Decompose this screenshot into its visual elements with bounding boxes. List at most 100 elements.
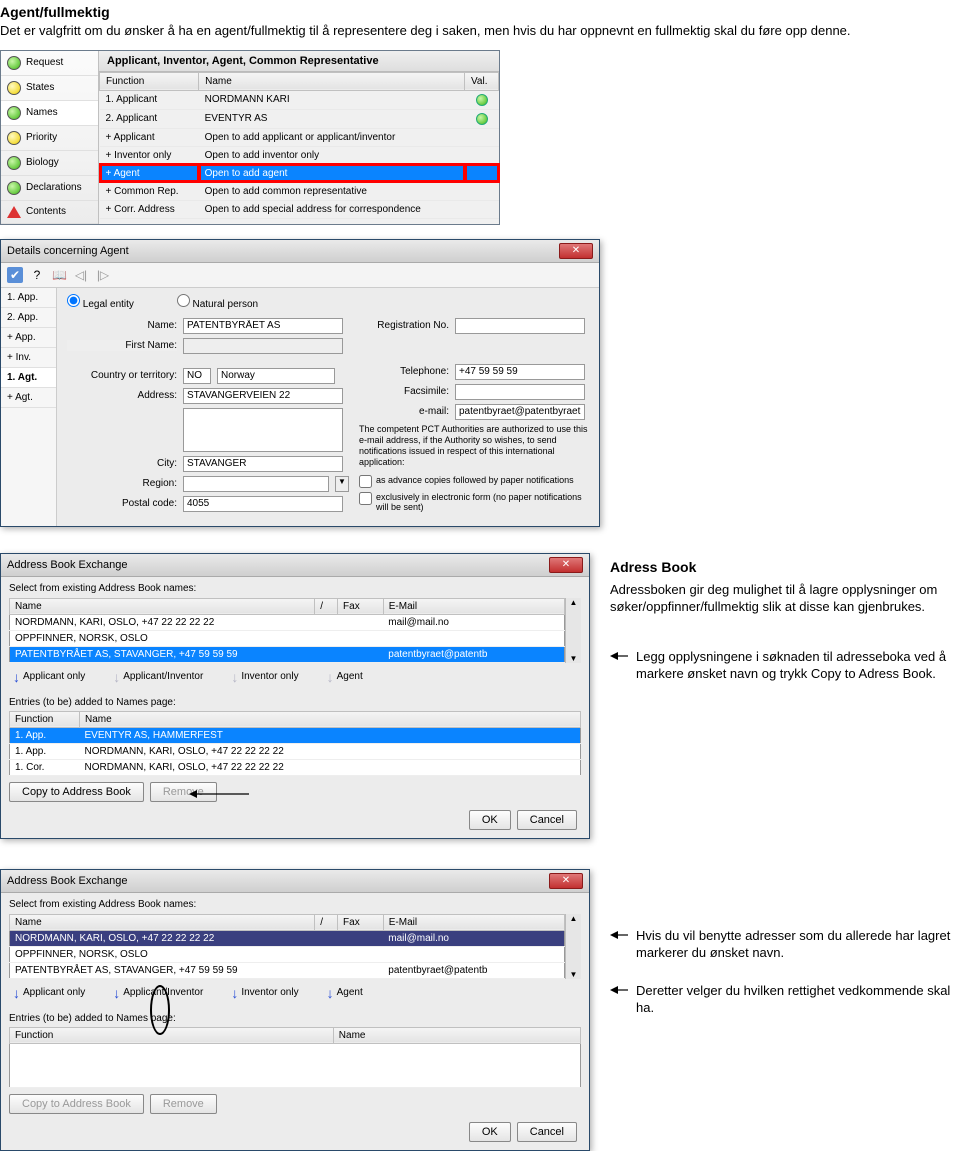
role-arrow[interactable]: ↓Inventor only — [231, 669, 298, 685]
legal-entity-radio[interactable]: Legal entity — [67, 299, 134, 310]
annot1: Legg opplysningene i søknaden til adress… — [636, 646, 960, 683]
sidebar-item-names[interactable]: Names — [1, 101, 98, 126]
country-input[interactable] — [217, 368, 335, 384]
status-icon — [7, 206, 21, 218]
arrow-icon — [610, 980, 628, 1000]
ok-button[interactable]: OK — [469, 810, 511, 830]
role-arrow[interactable]: ↓Agent — [327, 669, 363, 685]
region-label: Region: — [67, 478, 177, 489]
firstname-input — [183, 338, 343, 354]
table-row[interactable]: 2. ApplicantEVENTYR AS — [100, 109, 499, 128]
scroll-bar[interactable]: ▲▼ — [565, 598, 581, 663]
name-label: Name: — [67, 320, 177, 331]
role-arrow[interactable]: ↓Applicant only — [13, 985, 85, 1001]
firstname-label: First Name: — [67, 340, 177, 351]
remove-button-2[interactable]: Remove — [150, 1094, 217, 1114]
list-item[interactable]: NORDMANN, KARI, OSLO, +47 22 22 22 22mai… — [10, 930, 565, 946]
arrow-annotation — [189, 784, 249, 804]
copy-button[interactable]: Copy to Address Book — [9, 782, 144, 802]
scroll-bar[interactable]: ▲▼ — [565, 914, 581, 979]
abx-select-label: Select from existing Address Book names: — [9, 583, 581, 594]
addr-input[interactable] — [183, 388, 343, 404]
status-icon — [7, 181, 21, 195]
intro-body: Det er valgfritt om du ønsker å ha en ag… — [0, 22, 960, 40]
country-code-input[interactable] — [183, 368, 211, 384]
list-item[interactable]: 1. App.EVENTYR AS, HAMMERFEST — [10, 727, 581, 743]
detail-tab[interactable]: + App. — [1, 328, 56, 348]
postal-input[interactable] — [183, 496, 343, 512]
sidebar-item-contents[interactable]: Contents — [1, 201, 98, 224]
status-icon — [7, 106, 21, 120]
fax-label: Facsimile: — [359, 386, 449, 397]
table-row[interactable]: + AgentOpen to add agent — [100, 164, 499, 182]
sidebar-item-states[interactable]: States — [1, 76, 98, 101]
prev-icon[interactable]: ◁| — [73, 267, 89, 283]
close-icon[interactable]: ✕ — [549, 873, 583, 889]
detail-tab[interactable]: 1. Agt. — [1, 368, 56, 388]
role-arrows-2: ↓Applicant only ↓Applicant/Inventor ↓Inven… — [9, 979, 581, 1007]
role-arrow[interactable]: ↓Applicant only — [13, 669, 85, 685]
tel-label: Telephone: — [359, 366, 449, 377]
tel-input[interactable] — [455, 364, 585, 380]
details-toolbar: ✔ ? 📖 ◁| |▷ — [1, 263, 599, 288]
addr2-input[interactable] — [183, 408, 343, 452]
detail-tab[interactable]: + Agt. — [1, 388, 56, 408]
sidebar-item-request[interactable]: Request — [1, 51, 98, 76]
city-input[interactable] — [183, 456, 343, 472]
detail-tab[interactable]: 2. App. — [1, 308, 56, 328]
table-row[interactable]: + Inventor onlyOpen to add inventor only — [100, 146, 499, 164]
help-icon[interactable]: ? — [29, 267, 45, 283]
role-arrow[interactable]: ↓Agent — [327, 985, 363, 1001]
cancel-button-2[interactable]: Cancel — [517, 1122, 577, 1142]
cb-advance[interactable] — [359, 475, 372, 488]
postal-label: Postal code: — [67, 498, 177, 509]
list-item[interactable]: OPPFINNER, NORSK, OSLO — [10, 630, 565, 646]
ok-button-2[interactable]: OK — [469, 1122, 511, 1142]
table-row[interactable]: + Corr. AddressOpen to add special addre… — [100, 200, 499, 218]
close-icon[interactable]: ✕ — [549, 557, 583, 573]
close-icon[interactable]: ✕ — [559, 243, 593, 259]
list-item[interactable]: 1. Cor.NORDMANN, KARI, OSLO, +47 22 22 2… — [10, 759, 581, 775]
fax-input[interactable] — [455, 384, 585, 400]
detail-tab[interactable]: + Inv. — [1, 348, 56, 368]
table-row[interactable]: 1. ApplicantNORDMANN KARI — [100, 90, 499, 109]
copy-button-2[interactable]: Copy to Address Book — [9, 1094, 144, 1114]
region-input[interactable] — [183, 476, 329, 492]
detail-tab[interactable]: 1. App. — [1, 288, 56, 308]
role-arrows: ↓Applicant only ↓Applicant/Inventor ↓Inven… — [9, 663, 581, 691]
sidebar-item-declarations[interactable]: Declarations — [1, 176, 98, 201]
natural-person-radio[interactable]: Natural person — [177, 299, 258, 310]
list-item[interactable]: PATENTBYRÅET AS, STAVANGER, +47 59 59 59… — [10, 962, 565, 978]
email-input[interactable] — [455, 404, 585, 420]
list-item[interactable]: PATENTBYRÅET AS, STAVANGER, +47 59 59 59… — [10, 646, 565, 662]
sidebar-item-biology[interactable]: Biology — [1, 151, 98, 176]
sidebar-item-priority[interactable]: Priority — [1, 126, 98, 151]
role-arrow[interactable]: ↓Inventor only — [231, 985, 298, 1001]
check-icon[interactable]: ✔ — [7, 267, 23, 283]
name-input[interactable] — [183, 318, 343, 334]
abx-table-2: Name/FaxE-Mail NORDMANN, KARI, OSLO, +47… — [9, 914, 565, 979]
details-title: Details concerning Agent — [7, 245, 129, 257]
list-item[interactable]: NORDMANN, KARI, OSLO, +47 22 22 22 22mai… — [10, 614, 565, 630]
next-icon[interactable]: |▷ — [95, 267, 111, 283]
cancel-button[interactable]: Cancel — [517, 810, 577, 830]
table-row[interactable]: + ApplicantOpen to add applicant or appl… — [100, 128, 499, 146]
detail-tabs: 1. App.2. App.+ App.+ Inv.1. Agt.+ Agt. — [1, 288, 57, 526]
regno-label: Registration No. — [359, 320, 449, 331]
table-row[interactable]: + Common Rep.Open to add common represen… — [100, 182, 499, 200]
entries-table-2: FunctionName — [9, 1027, 581, 1088]
role-arrow[interactable]: ↓Applicant/Inventor — [113, 669, 203, 685]
cb-electronic[interactable] — [359, 492, 372, 505]
abx-intro-text: Adressboken gir deg mulighet til å lagre… — [610, 579, 960, 616]
list-item[interactable]: OPPFINNER, NORSK, OSLO — [10, 946, 565, 962]
role-arrow[interactable]: ↓Applicant/Inventor — [113, 985, 203, 1001]
abx-title: Address Book Exchange — [7, 559, 127, 571]
left-sidebar: RequestStatesNamesPriorityBiologyDeclara… — [1, 51, 99, 224]
list-item[interactable]: 1. App.NORDMANN, KARI, OSLO, +47 22 22 2… — [10, 743, 581, 759]
regno-input[interactable] — [455, 318, 585, 334]
book-icon[interactable]: 📖 — [51, 267, 67, 283]
status-icon — [7, 156, 21, 170]
names-header: Applicant, Inventor, Agent, Common Repre… — [99, 51, 499, 72]
arrow-icon — [610, 925, 628, 945]
abx-select-label-2: Select from existing Address Book names: — [9, 899, 581, 910]
